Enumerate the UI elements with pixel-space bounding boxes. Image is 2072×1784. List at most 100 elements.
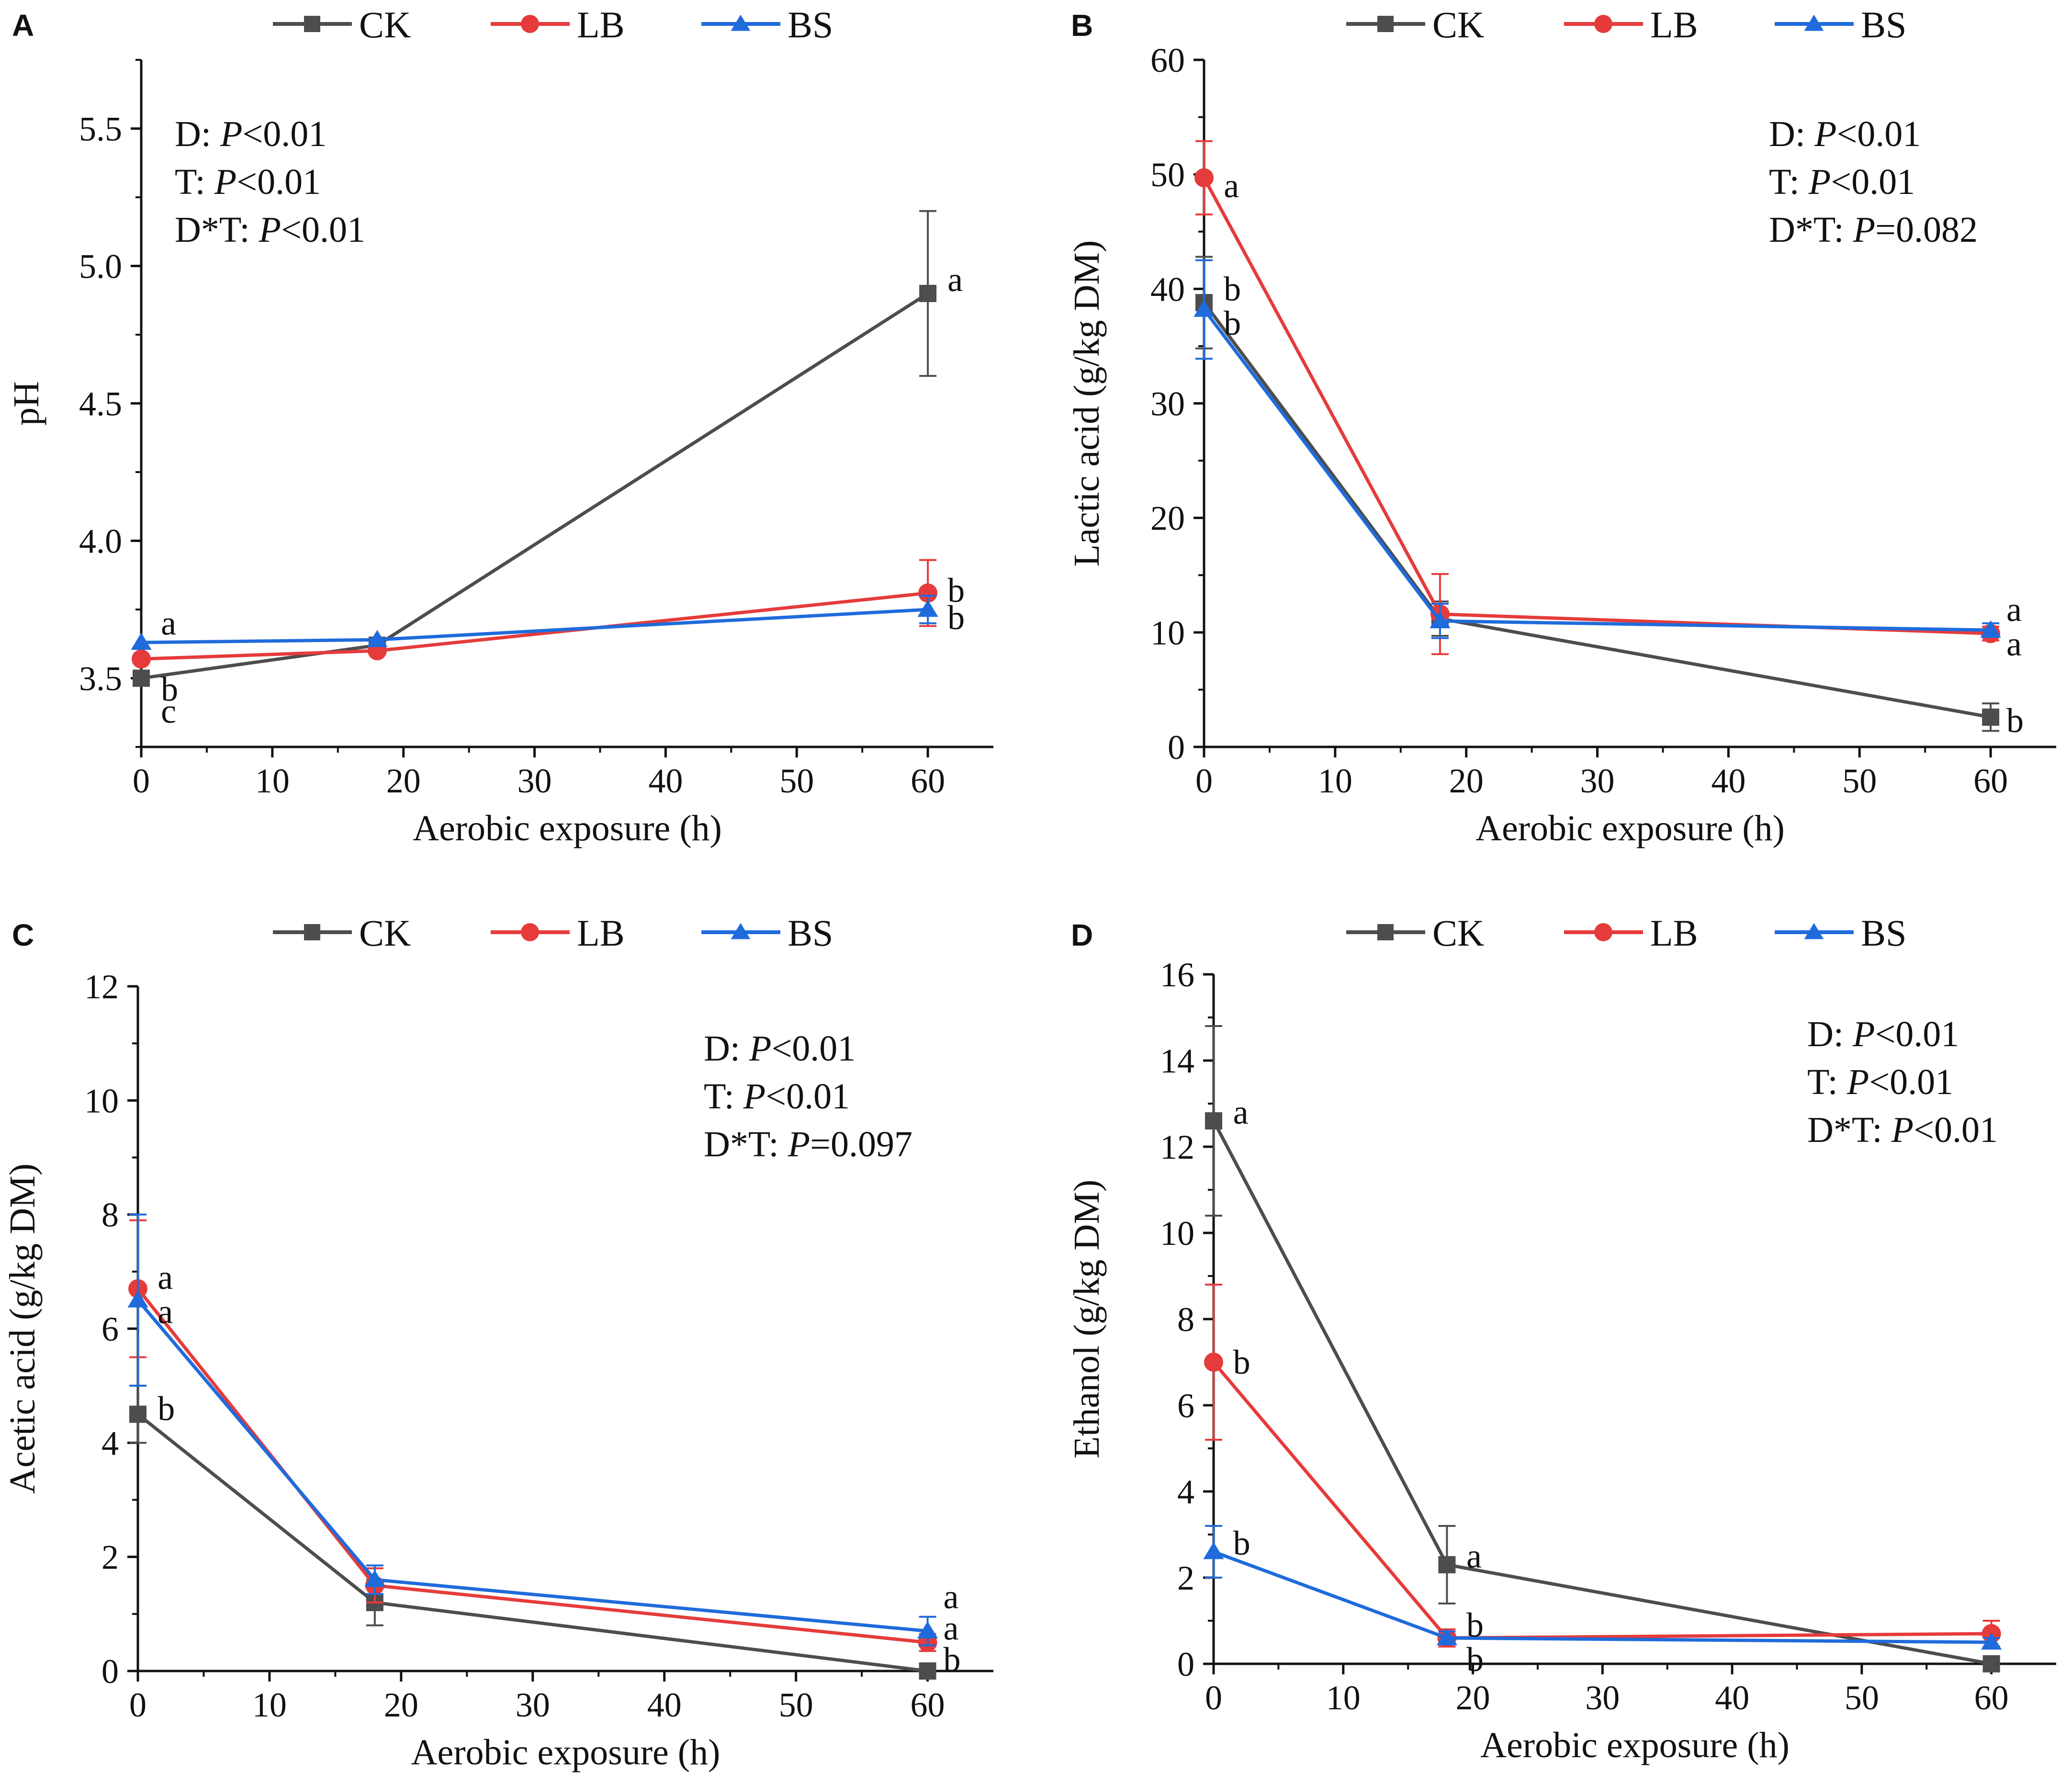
legend-label-lb: LB	[1650, 912, 1698, 954]
x-tick-label: 30	[516, 1686, 550, 1724]
series-bs	[131, 595, 938, 650]
stat-line: T: P<0.01	[704, 1076, 850, 1117]
data-point-ck	[919, 284, 937, 302]
legend-marker-ck	[1377, 924, 1394, 940]
data-point-ck	[1982, 1655, 2000, 1672]
stat-line: D*T: P<0.01	[175, 210, 365, 250]
legend-label-bs: BS	[1861, 4, 1906, 45]
series-line-bs	[141, 608, 928, 644]
legend-label-ck: CK	[1432, 4, 1484, 45]
significance-letter: b	[161, 670, 178, 708]
y-tick-label: 10	[1160, 1214, 1194, 1253]
x-axis-label: Aerobic exposure (h)	[411, 1732, 721, 1773]
stat-line: D*T: P<0.01	[1807, 1110, 1998, 1150]
data-point-lb	[132, 649, 151, 669]
y-tick-label: 12	[1160, 1128, 1194, 1166]
legend-label-ck: CK	[359, 912, 411, 954]
series-line-ck	[141, 292, 929, 680]
legend-marker-lb	[1594, 15, 1612, 33]
y-tick-label: 10	[84, 1082, 119, 1120]
y-tick-label: 0	[101, 1652, 119, 1691]
x-tick-label: 10	[255, 762, 290, 800]
x-tick-label: 0	[133, 762, 150, 800]
legend-label-lb: LB	[577, 912, 625, 954]
y-axis-label: pH	[6, 381, 46, 426]
y-tick-label: 2	[101, 1538, 119, 1577]
data-point-bs	[917, 599, 938, 617]
x-tick-label: 0	[1205, 1679, 1222, 1717]
x-tick-label: 30	[518, 762, 552, 800]
y-tick-label: 8	[101, 1196, 119, 1234]
legend-marker-lb	[521, 923, 539, 941]
panel-letter: C	[12, 918, 34, 952]
series-line-lb	[136, 1287, 928, 1644]
x-tick-label: 20	[384, 1686, 418, 1724]
x-tick-label: 40	[648, 762, 683, 800]
y-tick-label: 5.5	[79, 110, 122, 148]
legend: CK LB BS	[273, 4, 833, 45]
x-tick-label: 20	[1449, 762, 1484, 800]
y-tick-label: 3.5	[79, 660, 122, 698]
legend-marker-ck	[304, 16, 320, 32]
significance-letter: b	[947, 571, 965, 610]
stat-line: D: P<0.01	[175, 114, 327, 154]
data-point-bs	[1980, 620, 2001, 638]
significance-letter: b	[1224, 270, 1241, 308]
x-tick-label: 30	[1580, 762, 1615, 800]
series-line-ck	[1212, 1120, 1992, 1666]
y-tick-label: 14	[1160, 1042, 1194, 1080]
significance-letter: a	[944, 1609, 959, 1648]
y-tick-label: 16	[1160, 956, 1194, 994]
data-point-ck	[1438, 1556, 1456, 1573]
y-axis-label: Ethanol (g/kg DM)	[1067, 1180, 1107, 1459]
data-point-bs	[127, 1290, 148, 1308]
legend-marker-ck	[304, 924, 320, 940]
legend-label-bs: BS	[788, 4, 833, 45]
significance-letter: b	[1466, 1606, 1484, 1644]
significance-letter: b	[1224, 304, 1241, 342]
x-tick-label: 30	[1585, 1679, 1620, 1717]
data-point-bs	[367, 630, 388, 647]
legend-label-bs: BS	[788, 912, 833, 954]
data-point-bs	[917, 1621, 938, 1638]
x-tick-label: 40	[1711, 762, 1745, 800]
y-tick-label: 5.0	[79, 248, 122, 286]
y-tick-label: 10	[1150, 614, 1185, 652]
data-point-bs	[1436, 1628, 1457, 1646]
x-tick-label: 50	[1845, 1679, 1879, 1717]
series-bs	[127, 1213, 938, 1647]
series-line-ck	[1203, 301, 1991, 719]
y-tick-label: 40	[1150, 270, 1185, 308]
y-tick-label: 0	[1177, 1645, 1194, 1683]
significance-letter: a	[158, 1292, 173, 1331]
stat-line: D*T: P=0.097	[704, 1124, 912, 1164]
data-point-lb	[1204, 1353, 1223, 1372]
legend: CK LB BS	[1346, 4, 1906, 45]
x-axis-label: Aerobic exposure (h)	[413, 808, 722, 848]
x-tick-label: 50	[779, 1686, 813, 1724]
series-line-bs	[1213, 1550, 1992, 1644]
series-line-lb	[141, 591, 928, 661]
legend-marker-lb	[1594, 923, 1612, 941]
y-tick-label: 8	[1177, 1300, 1194, 1339]
stat-line: T: P<0.01	[1807, 1062, 1953, 1102]
y-tick-label: 4	[101, 1424, 119, 1462]
significance-letter: b	[944, 1640, 961, 1679]
x-tick-label: 50	[779, 762, 814, 800]
panel-letter: B	[1071, 8, 1093, 43]
legend-label-bs: BS	[1861, 912, 1906, 954]
data-point-ck	[1982, 708, 2000, 726]
y-tick-label: 2	[1177, 1559, 1194, 1597]
y-axis-label: Acetic acid (g/kg DM)	[2, 1163, 43, 1494]
x-tick-label: 40	[1715, 1679, 1749, 1717]
significance-letter: b	[1466, 1640, 1484, 1679]
x-tick-label: 60	[911, 1686, 945, 1724]
panel-C: C 0 10 20 30 40 50 60 0 2 4 6 8 10 12 Aerobic exposure …	[2, 912, 993, 1773]
data-point-ck	[129, 1405, 146, 1423]
significance-letter: a	[944, 1578, 959, 1616]
x-tick-label: 10	[1326, 1679, 1361, 1717]
data-point-bs	[131, 632, 152, 650]
x-tick-label: 10	[252, 1686, 287, 1724]
stat-line: D: P<0.01	[704, 1028, 856, 1069]
